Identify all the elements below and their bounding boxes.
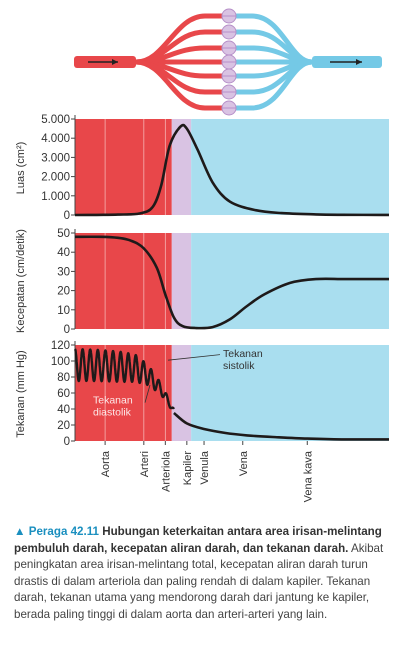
y-tick-label: 80	[57, 372, 70, 384]
flow-arrow-in-head	[112, 59, 118, 65]
x-category-label: Vena	[238, 450, 250, 476]
velocity-chart-panel: 50 40 30 20 10 0 Kecepatan (cm/detik)	[15, 228, 389, 336]
y-tick-label: 40	[57, 247, 70, 259]
capillary-region	[171, 233, 192, 329]
y-tick-label: 0	[64, 324, 70, 336]
y-tick-label: 10	[57, 305, 70, 317]
y-axis-label: Luas (cm²)	[15, 142, 27, 195]
y-tick-label: 120	[51, 340, 70, 352]
diastolic-annotation-text: Tekanan	[93, 394, 133, 406]
caption-title: Hubungan keterkaitan antara area irisan-…	[14, 525, 382, 555]
artery-region	[75, 233, 172, 329]
systolic-annotation-text: sistolik	[223, 360, 255, 372]
capillary-region	[171, 119, 192, 215]
systolic-leader-line	[167, 354, 221, 361]
y-tick-label: 4.000	[41, 133, 70, 145]
figure-caption: ▲ Peraga 42.11 Hubungan keterkaitan anta…	[14, 524, 400, 623]
x-category-label: Arteri	[139, 451, 151, 477]
x-category-label: Venula	[199, 450, 211, 485]
y-tick-label: 3.000	[41, 152, 70, 164]
pressure-tail-line	[173, 411, 390, 441]
y-tick-label: 40	[57, 404, 70, 416]
y-tick-label: 0	[64, 436, 70, 448]
vein-region	[191, 119, 389, 215]
caption-label: Peraga 42.11	[28, 525, 99, 538]
flow-arrow-out-head	[356, 59, 362, 65]
vein-region	[191, 233, 389, 329]
blood-vessel-network-illustration	[74, 8, 382, 116]
caption-marker: ▲	[14, 525, 26, 538]
y-tick-label: 20	[57, 420, 70, 432]
figure: 5.000 4.000 3.000 2.000 1.000 0 Luas (cm²) 50 4…	[15, 8, 390, 502]
series-line	[74, 235, 389, 330]
y-tick-label: 0	[64, 210, 70, 222]
y-tick-label: 5.000	[41, 114, 70, 126]
y-tick-label: 30	[57, 266, 70, 278]
area-chart-panel: 5.000 4.000 3.000 2.000 1.000 0 Luas (cm²)	[15, 114, 390, 222]
vein-region	[191, 345, 389, 441]
y-axis-label: Tekanan (mm Hg)	[15, 350, 27, 437]
y-tick-label: 50	[57, 228, 70, 240]
caption-body: Akibat peningkatan area irisan-melintang…	[14, 541, 384, 621]
y-tick-label: 2.000	[41, 172, 70, 184]
x-category-label: Vena kava	[302, 450, 314, 502]
systolic-annotation-text: Tekanan	[223, 348, 263, 360]
y-tick-label: 1.000	[41, 191, 70, 203]
x-category-label: Kapiler	[182, 451, 194, 486]
y-tick-label: 20	[57, 286, 70, 298]
x-category-label: Arteriola	[160, 450, 172, 492]
y-axis-label: Kecepatan (cm/detik)	[15, 229, 27, 333]
venule-branch	[236, 59, 313, 111]
y-tick-label: 60	[57, 388, 70, 400]
diastolic-leader-line	[144, 384, 151, 403]
series-line	[74, 123, 390, 217]
x-category-labels: Aorta Arteri Arteriola Kapiler Venula Vena Ven…	[100, 441, 314, 502]
arteriole-branch	[135, 59, 222, 111]
diastolic-annotation-text: diastolik	[93, 406, 132, 418]
x-category-label: Aorta	[100, 450, 112, 477]
pressure-oscillation-line	[74, 348, 175, 410]
y-tick-label: 100	[51, 356, 70, 368]
